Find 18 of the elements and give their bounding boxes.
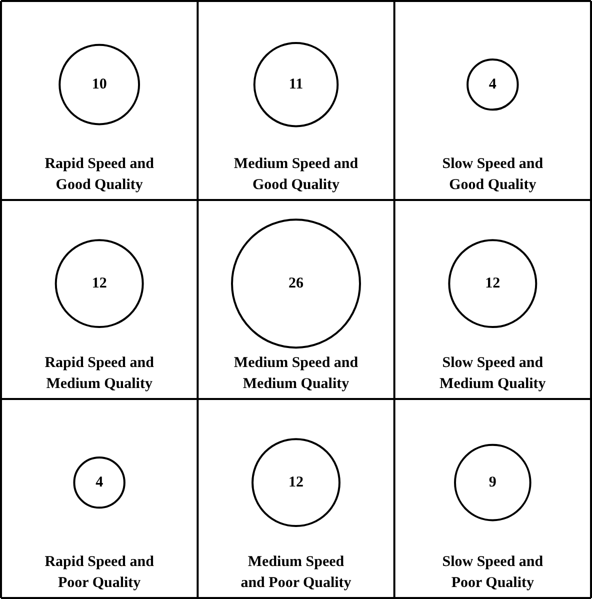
category-label: Slow Speed and Good Quality [442, 156, 544, 193]
data-label: 4 [96, 474, 104, 490]
data-label: 12 [288, 474, 304, 490]
data-label: 9 [488, 474, 496, 490]
category-label: Rapid Speed and Medium Quality [44, 355, 155, 392]
category-label: Rapid Speed and Good Quality [44, 156, 155, 193]
category-label: Medium Speed and Poor Quality [240, 554, 352, 591]
category-label: Medium Speed and Good Quality [234, 156, 359, 193]
data-label: 4 [488, 76, 497, 92]
category-label: Slow Speed and Medium Quality [440, 355, 546, 392]
category-label: Medium Speed and Medium Quality [234, 355, 359, 392]
data-label: 12 [485, 275, 500, 292]
data-label: 10 [92, 76, 107, 92]
data-label: 12 [92, 275, 107, 292]
category-label: Slow Speed and Poor Quality [442, 554, 544, 591]
data-label: 26 [288, 275, 304, 292]
data-label: 11 [288, 76, 304, 92]
category-label: Rapid Speed and Poor Quality [44, 554, 155, 591]
